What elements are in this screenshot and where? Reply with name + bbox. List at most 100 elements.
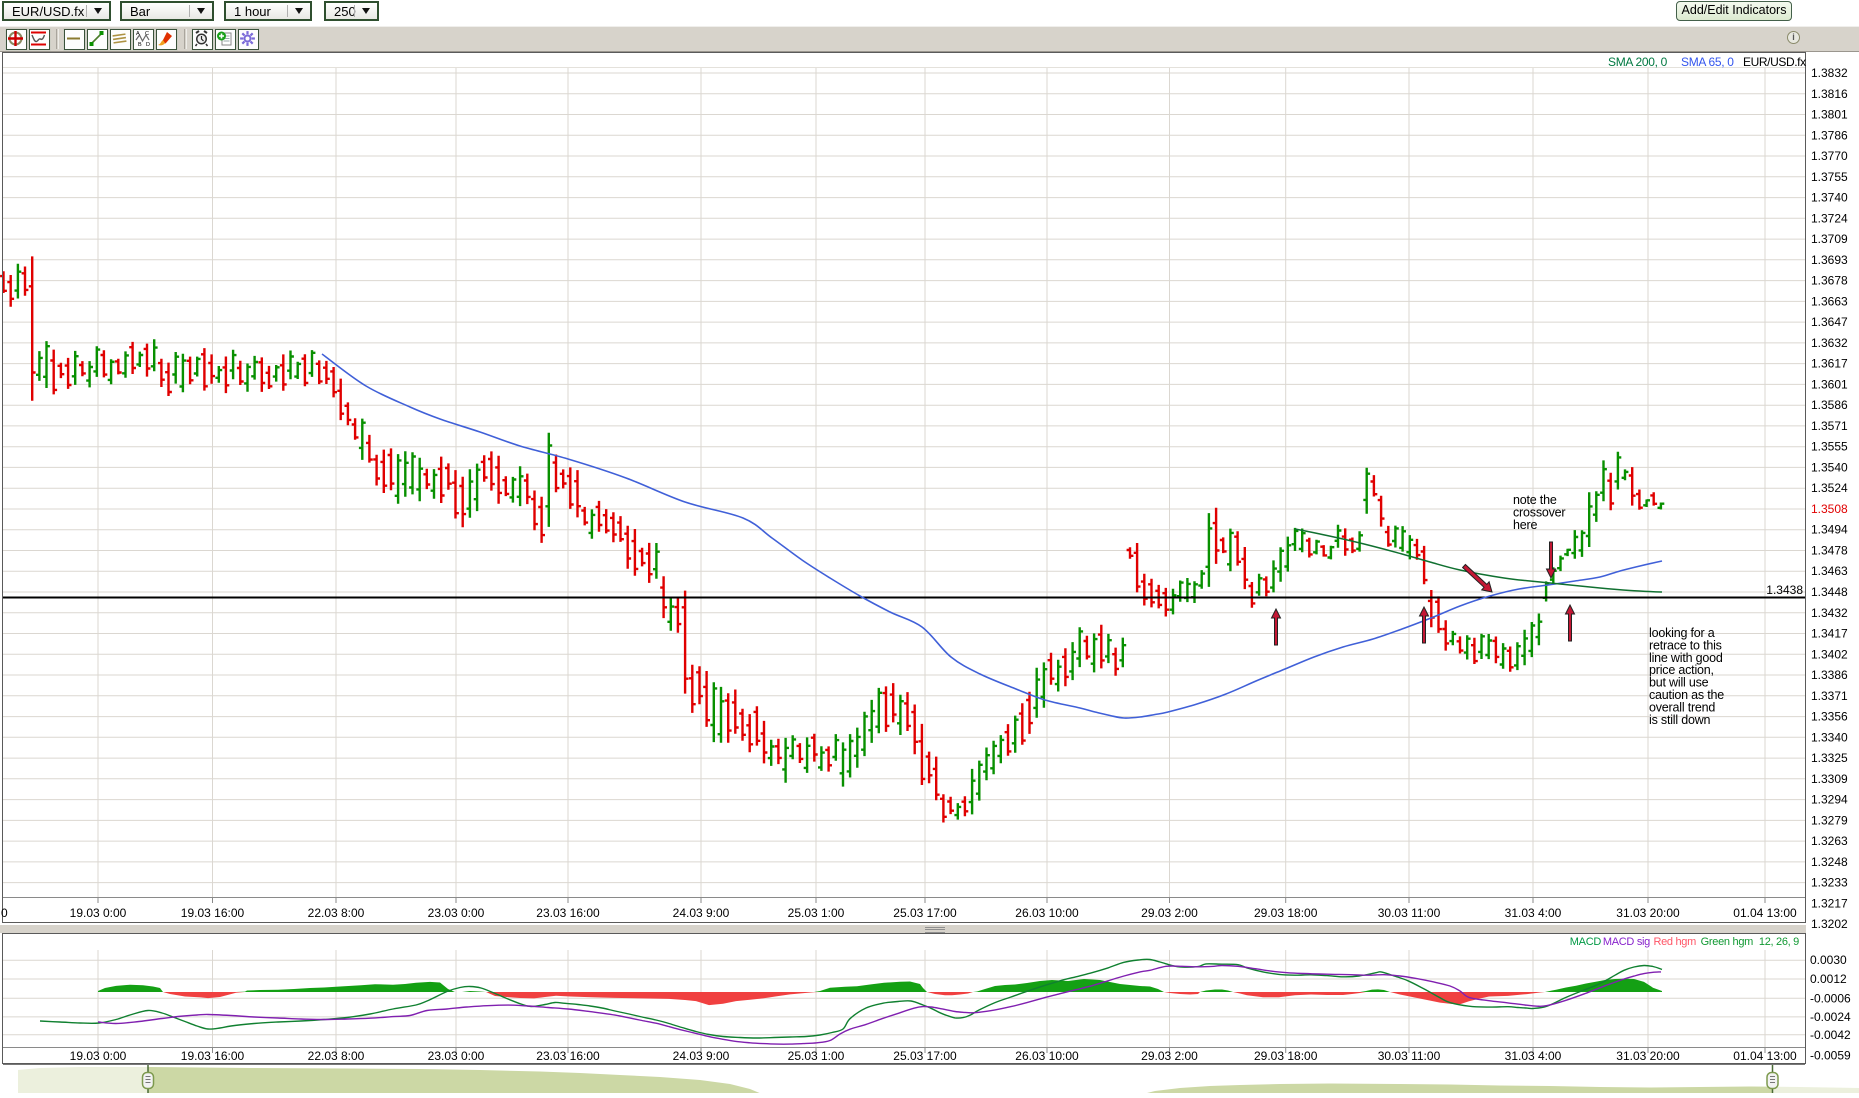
svg-text:A: A bbox=[136, 31, 140, 37]
svg-text:1.3571: 1.3571 bbox=[1811, 419, 1848, 433]
svg-text:29.03 18:00: 29.03 18:00 bbox=[1254, 1049, 1318, 1063]
svg-text:SMA 200, 0: SMA 200, 0 bbox=[1608, 55, 1668, 69]
svg-text:25.03 17:00: 25.03 17:00 bbox=[893, 1049, 957, 1063]
svg-text:19.03 0:00: 19.03 0:00 bbox=[70, 906, 127, 920]
svg-text:30.03 11:00: 30.03 11:00 bbox=[1378, 1049, 1441, 1063]
svg-text:D: D bbox=[146, 42, 150, 47]
svg-text:-0.0024: -0.0024 bbox=[1810, 1010, 1851, 1024]
svg-text:1.3386: 1.3386 bbox=[1811, 668, 1848, 682]
svg-text:MACD: MACD bbox=[1570, 936, 1602, 948]
svg-text:23.03 16:00: 23.03 16:00 bbox=[536, 1049, 600, 1063]
svg-text:1.3217: 1.3217 bbox=[1811, 896, 1848, 910]
svg-text:19.03 16:00: 19.03 16:00 bbox=[181, 906, 245, 920]
svg-text:31.03 4:00: 31.03 4:00 bbox=[1505, 1049, 1562, 1063]
svg-text:30.03 11:00: 30.03 11:00 bbox=[1378, 906, 1441, 920]
svg-text:1.3540: 1.3540 bbox=[1811, 460, 1848, 474]
svg-text:24.03 9:00: 24.03 9:00 bbox=[673, 906, 730, 920]
svg-text:1.3402: 1.3402 bbox=[1811, 647, 1848, 661]
svg-text:01.04 13:00: 01.04 13:00 bbox=[1733, 1049, 1797, 1063]
svg-text:1.3647: 1.3647 bbox=[1811, 315, 1848, 329]
svg-text:1.3494: 1.3494 bbox=[1811, 523, 1848, 537]
svg-text:1.3294: 1.3294 bbox=[1811, 793, 1848, 807]
svg-text:1.3432: 1.3432 bbox=[1811, 606, 1848, 620]
svg-text:1.3586: 1.3586 bbox=[1811, 398, 1848, 412]
svg-text:is still down: is still down bbox=[1649, 713, 1711, 727]
svg-text:1.3438: 1.3438 bbox=[1766, 583, 1803, 597]
svg-text:crossover: crossover bbox=[1513, 506, 1565, 520]
svg-text:1.3801: 1.3801 bbox=[1811, 108, 1848, 122]
svg-text:1.3617: 1.3617 bbox=[1811, 357, 1848, 371]
svg-text:1.3478: 1.3478 bbox=[1811, 544, 1848, 558]
svg-text:01.04 13:00: 01.04 13:00 bbox=[1733, 906, 1797, 920]
svg-text:Green hgm: Green hgm bbox=[1701, 936, 1753, 948]
svg-text:1.3601: 1.3601 bbox=[1811, 377, 1848, 391]
svg-text:1.3770: 1.3770 bbox=[1811, 149, 1848, 163]
svg-text:12, 26, 9: 12, 26, 9 bbox=[1759, 936, 1799, 948]
svg-text:19.03 0:00: 19.03 0:00 bbox=[70, 1049, 127, 1063]
svg-text:EUR/USD.fx: EUR/USD.fx bbox=[1743, 55, 1806, 69]
svg-text:Red hgm: Red hgm bbox=[1653, 936, 1696, 948]
svg-text:1.3325: 1.3325 bbox=[1811, 751, 1848, 765]
svg-text:1.3786: 1.3786 bbox=[1811, 128, 1848, 142]
svg-text:29.03 2:00: 29.03 2:00 bbox=[1141, 1049, 1198, 1063]
svg-text:1.3740: 1.3740 bbox=[1811, 191, 1848, 205]
svg-text:26.03 10:00: 26.03 10:00 bbox=[1015, 906, 1079, 920]
svg-text:0.0012: 0.0012 bbox=[1810, 972, 1847, 986]
svg-text:1.3816: 1.3816 bbox=[1811, 87, 1848, 101]
svg-text:1.3555: 1.3555 bbox=[1811, 440, 1848, 454]
svg-text:1.3233: 1.3233 bbox=[1811, 876, 1848, 890]
svg-text:note the: note the bbox=[1513, 493, 1557, 507]
svg-text:1.3755: 1.3755 bbox=[1811, 170, 1848, 184]
svg-text:1.3832: 1.3832 bbox=[1811, 66, 1848, 80]
svg-text:line with good: line with good bbox=[1649, 651, 1723, 665]
svg-text:19.03 16:00: 19.03 16:00 bbox=[181, 1049, 245, 1063]
svg-text:1.3709: 1.3709 bbox=[1811, 232, 1848, 246]
svg-text:1.3202: 1.3202 bbox=[1811, 917, 1848, 931]
svg-text:1.3463: 1.3463 bbox=[1811, 564, 1848, 578]
svg-text:1.3632: 1.3632 bbox=[1811, 336, 1848, 350]
svg-text:B: B bbox=[138, 42, 142, 47]
svg-text:overall trend: overall trend bbox=[1649, 700, 1715, 714]
svg-text:1.3340: 1.3340 bbox=[1811, 730, 1848, 744]
svg-text:1.3417: 1.3417 bbox=[1811, 627, 1848, 641]
svg-text:23.03 0:00: 23.03 0:00 bbox=[428, 906, 485, 920]
svg-text:caution as the: caution as the bbox=[1649, 688, 1724, 702]
svg-text:29.03 18:00: 29.03 18:00 bbox=[1254, 906, 1318, 920]
svg-text:retrace to this: retrace to this bbox=[1649, 638, 1722, 652]
svg-text:31.03 20:00: 31.03 20:00 bbox=[1616, 1049, 1680, 1063]
svg-text:-0.0042: -0.0042 bbox=[1810, 1028, 1851, 1042]
svg-text:25.03 1:00: 25.03 1:00 bbox=[788, 1049, 845, 1063]
svg-text:1.3279: 1.3279 bbox=[1811, 813, 1848, 827]
svg-text:23.03 16:00: 23.03 16:00 bbox=[536, 906, 600, 920]
svg-text:1.3724: 1.3724 bbox=[1811, 211, 1848, 225]
svg-text:1.3356: 1.3356 bbox=[1811, 710, 1848, 724]
svg-text:1.3448: 1.3448 bbox=[1811, 585, 1848, 599]
svg-text:25.03 1:00: 25.03 1:00 bbox=[788, 906, 845, 920]
svg-text:MACD sig: MACD sig bbox=[1603, 936, 1650, 948]
svg-text:22.03 8:00: 22.03 8:00 bbox=[308, 1049, 365, 1063]
svg-text:C: C bbox=[145, 31, 149, 37]
svg-text:but will use: but will use bbox=[1649, 676, 1709, 690]
svg-text:-0.0059: -0.0059 bbox=[1810, 1048, 1851, 1062]
svg-text:26.03 10:00: 26.03 10:00 bbox=[1015, 1049, 1079, 1063]
svg-text:31.03 4:00: 31.03 4:00 bbox=[1505, 906, 1562, 920]
svg-text:0: 0 bbox=[1, 906, 8, 920]
svg-text:1.3508: 1.3508 bbox=[1811, 502, 1848, 516]
svg-text:here: here bbox=[1513, 518, 1537, 532]
svg-text:SMA 65, 0: SMA 65, 0 bbox=[1681, 55, 1734, 69]
svg-text:1.3524: 1.3524 bbox=[1811, 481, 1848, 495]
svg-text:1.3263: 1.3263 bbox=[1811, 834, 1848, 848]
svg-text:1.3693: 1.3693 bbox=[1811, 253, 1848, 267]
svg-text:29.03 2:00: 29.03 2:00 bbox=[1141, 906, 1198, 920]
svg-text:1.3663: 1.3663 bbox=[1811, 294, 1848, 308]
svg-text:looking for a: looking for a bbox=[1649, 626, 1715, 640]
svg-text:24.03 9:00: 24.03 9:00 bbox=[673, 1049, 730, 1063]
svg-text:23.03 0:00: 23.03 0:00 bbox=[428, 1049, 485, 1063]
svg-text:1.3248: 1.3248 bbox=[1811, 855, 1848, 869]
svg-text:price action,: price action, bbox=[1649, 663, 1714, 677]
svg-text:-0.0006: -0.0006 bbox=[1810, 991, 1851, 1005]
svg-text:1.3371: 1.3371 bbox=[1811, 689, 1848, 703]
svg-text:31.03 20:00: 31.03 20:00 bbox=[1616, 906, 1680, 920]
svg-text:1.3309: 1.3309 bbox=[1811, 772, 1848, 786]
svg-text:1.3678: 1.3678 bbox=[1811, 274, 1848, 288]
